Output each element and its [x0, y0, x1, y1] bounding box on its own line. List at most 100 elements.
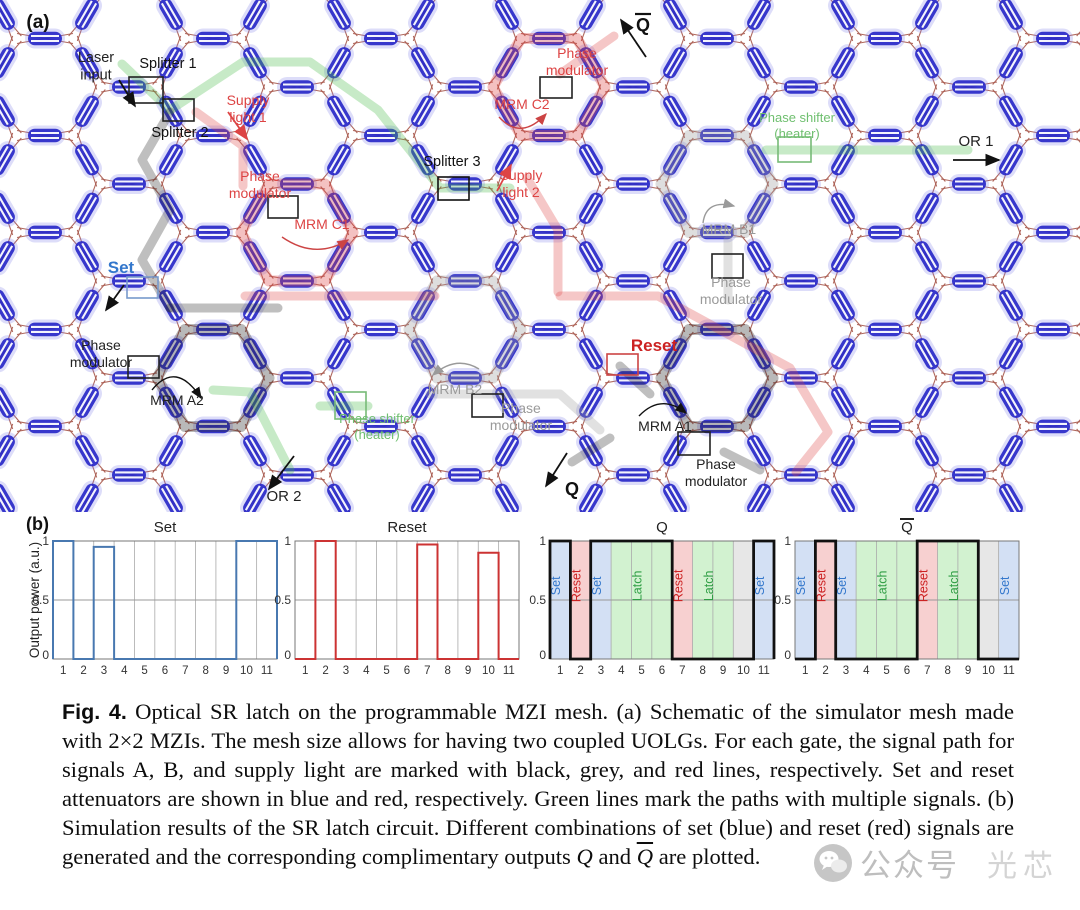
- mzi-element: [492, 189, 522, 227]
- x-tick: 11: [503, 665, 515, 677]
- y-tick: 0: [539, 648, 546, 662]
- mzi-element: [277, 367, 317, 388]
- x-tick: 6: [659, 665, 665, 677]
- mzi-element: [408, 141, 438, 179]
- signal-path-A: [567, 433, 615, 467]
- mzi-element: [0, 141, 18, 179]
- x-tick: 7: [182, 665, 188, 677]
- mesh-label-splitter-2: Splitter 2: [151, 125, 208, 141]
- mesh-label-splitter-1: Splitter 1: [139, 56, 196, 72]
- mzi-element: [576, 335, 606, 373]
- mzi-element: [1076, 234, 1080, 279]
- annotation-box: [437, 176, 470, 201]
- mzi-element: [156, 335, 186, 373]
- mesh-label-mrm-c2: MRM C2: [494, 96, 549, 112]
- mzi-element: [912, 335, 942, 373]
- x-tick: 3: [598, 665, 604, 677]
- mzi-element: [277, 464, 317, 485]
- region-label: Latch: [702, 571, 716, 602]
- mzi-element: [912, 432, 942, 470]
- mzi-element: [828, 92, 858, 130]
- mesh-label-q: Q: [636, 15, 650, 35]
- mzi-element: [660, 189, 690, 227]
- region-label: Set: [835, 576, 849, 595]
- x-tick: 1: [60, 665, 66, 677]
- region-label: Reset: [671, 569, 685, 602]
- mzi-element: [1076, 380, 1080, 425]
- x-tick: 10: [982, 665, 995, 677]
- annotation-box: [162, 98, 195, 122]
- mzi-element: [828, 335, 858, 373]
- mzi-element: [828, 44, 858, 82]
- mesh-label-supply-light-1: Supply light 1: [227, 92, 270, 125]
- y-tick: 0.5: [774, 593, 791, 607]
- mzi-element: [912, 141, 942, 179]
- mzi-element: [576, 92, 606, 130]
- mzi-element: [744, 141, 774, 179]
- mzi-element: [1033, 319, 1073, 340]
- mzi-element: [408, 92, 438, 130]
- mzi-element: [324, 432, 354, 470]
- y-tick: 0.5: [529, 593, 546, 607]
- mzi-element: [912, 92, 942, 130]
- mzi-element: [408, 335, 438, 373]
- x-tick: 10: [240, 665, 253, 677]
- signal-path-A: [137, 107, 175, 313]
- mzi-element: [156, 0, 186, 33]
- annotation-box: [471, 393, 504, 418]
- mzi-element: [445, 367, 485, 388]
- signal-path-A: [615, 361, 655, 399]
- x-tick: 5: [383, 665, 389, 677]
- mzi-element: [744, 189, 774, 227]
- mzi-element: [744, 92, 774, 130]
- mzi-element: [529, 125, 569, 146]
- x-tick: 3: [843, 665, 849, 677]
- mzi-element: [912, 44, 942, 82]
- mzi-element: [996, 335, 1026, 373]
- annotation-arc: [702, 198, 736, 224]
- mzi-element: [529, 28, 569, 49]
- mzi-element: [0, 335, 18, 373]
- mzi-element: [0, 432, 18, 470]
- annotation-arrow: [118, 79, 136, 108]
- mzi-element: [156, 383, 186, 421]
- annotation-box: [126, 276, 159, 299]
- signal-ring-supply: [487, 33, 611, 141]
- mesh-label-mrm-c1: MRM C1: [294, 216, 349, 232]
- mzi-element: [72, 92, 102, 130]
- x-tick: 11: [1003, 665, 1015, 677]
- mzi-element: [408, 44, 438, 82]
- mzi-element: [445, 76, 485, 97]
- signal-path-multi: [208, 385, 295, 475]
- mzi-element: [613, 464, 653, 485]
- mzi-element: [697, 319, 737, 340]
- mzi-element: [828, 480, 858, 512]
- mzi-element: [781, 270, 821, 291]
- mzi-element: [324, 383, 354, 421]
- region-label: Set: [590, 576, 604, 595]
- mzi-element: [660, 0, 690, 33]
- x-tick: 7: [924, 665, 930, 677]
- annotation-arc: [281, 236, 350, 250]
- mzi-element: [0, 383, 18, 421]
- mzi-element: [72, 0, 102, 33]
- mzi-element: [240, 0, 270, 33]
- mzi-element: [660, 238, 690, 276]
- mzi-element: [445, 173, 485, 194]
- x-tick: 5: [883, 665, 889, 677]
- mzi-element: [1033, 416, 1073, 437]
- x-tick: 2: [322, 665, 328, 677]
- x-tick: 8: [700, 665, 706, 677]
- mzi-element: [361, 222, 401, 243]
- mzi-element: [492, 0, 522, 33]
- mzi-element: [660, 92, 690, 130]
- mzi-element: [240, 238, 270, 276]
- x-tick: 4: [863, 665, 870, 677]
- mesh-label-laser-input: Laser input: [78, 50, 114, 84]
- figure-caption: Fig. 4. Optical SR latch on the programm…: [62, 698, 1014, 871]
- mzi-element: [576, 286, 606, 324]
